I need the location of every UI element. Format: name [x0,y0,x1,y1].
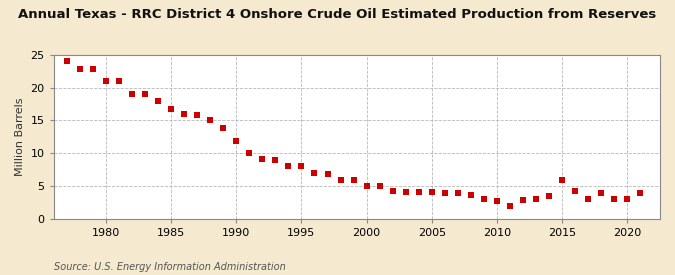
Point [361,184,372,188]
Point [427,190,437,194]
Point [244,150,254,155]
Point [452,191,463,196]
Point [270,158,281,162]
Point [101,79,111,83]
Point [439,191,450,195]
Point [296,164,307,169]
Point [231,139,242,144]
Point [283,164,294,169]
Point [413,190,424,194]
Point [374,184,385,188]
Point [257,157,268,161]
Point [531,197,541,202]
Text: Annual Texas - RRC District 4 Onshore Crude Oil Estimated Production from Reserv: Annual Texas - RRC District 4 Onshore Cr… [18,8,657,21]
Point [570,189,580,194]
Point [192,113,202,117]
Point [622,197,632,202]
Point [322,172,333,177]
Point [153,99,163,104]
Point [544,194,555,198]
Point [140,91,151,96]
Point [335,178,346,182]
Point [74,67,85,72]
Point [557,178,568,182]
Point [348,178,359,182]
Point [518,198,529,202]
Point [165,106,176,111]
Text: Source: U.S. Energy Information Administration: Source: U.S. Energy Information Administ… [54,262,286,272]
Point [113,79,124,83]
Point [179,112,190,116]
Point [387,189,398,194]
Point [491,198,502,203]
Point [479,197,489,202]
Point [126,91,137,96]
Point [505,204,516,208]
Point [466,192,477,197]
Point [400,190,411,194]
Point [61,59,72,64]
Point [88,67,99,72]
Point [596,191,607,195]
Point [309,171,320,175]
Point [205,118,215,123]
Point [635,191,646,195]
Y-axis label: Million Barrels: Million Barrels [15,98,25,176]
Point [583,197,594,202]
Point [609,197,620,202]
Point [218,125,229,130]
